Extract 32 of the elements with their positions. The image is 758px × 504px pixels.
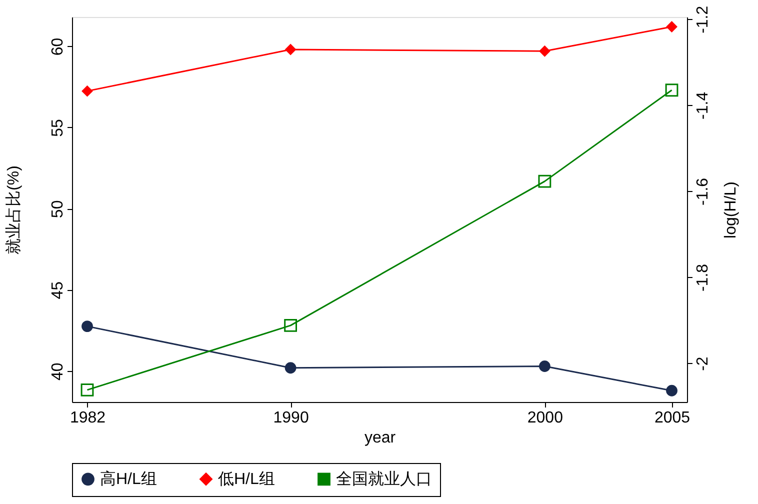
y2-tick-label: -1.2 (694, 6, 712, 34)
point (538, 45, 550, 57)
point (80, 384, 94, 396)
y2-tick-label: -1.8 (694, 264, 712, 292)
x-tick-label: 2005 (654, 410, 690, 426)
point (665, 84, 678, 97)
x-tick-label: 1982 (70, 410, 106, 426)
y-tick-label: 45 (50, 281, 66, 300)
x-tick-label: 1990 (273, 410, 309, 426)
y-tick-label: 60 (50, 38, 66, 56)
legend-label: 低H/L组 (218, 471, 275, 488)
legend-label: 全国就业人口 (336, 470, 432, 488)
point (82, 85, 93, 97)
legend-label: 高H/L组 (100, 470, 157, 488)
y-tick-label: 40 (50, 362, 66, 381)
point (82, 320, 93, 332)
y2-tick-label: -1.4 (694, 92, 712, 120)
y2-axis-title: log(H/L) (722, 182, 740, 238)
point (538, 360, 550, 372)
point (284, 362, 296, 374)
y-axis-title: 就业占比(%) (4, 166, 22, 254)
point (538, 174, 552, 188)
point (284, 44, 296, 56)
point (666, 21, 678, 32)
point (666, 384, 678, 396)
point (284, 318, 298, 332)
y2-tick-label: -1.6 (694, 178, 712, 206)
y2-tick-label: -2 (694, 356, 712, 371)
y-tick-label: 55 (50, 118, 66, 137)
x-axis-title: year (364, 430, 396, 446)
x-tick-label: 2000 (527, 410, 564, 426)
y-tick-label: 50 (50, 200, 66, 218)
